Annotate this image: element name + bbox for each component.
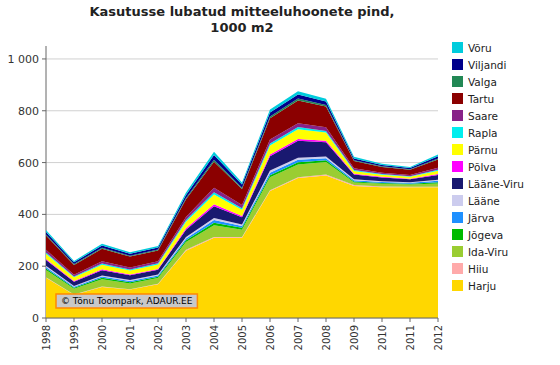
x-tick: [130, 318, 131, 322]
y-tick-label: 200: [18, 260, 39, 273]
legend-label: Harju: [468, 280, 496, 292]
legend-swatch: [452, 161, 463, 172]
legend-label: Tartu: [467, 93, 494, 105]
legend-label: Põlva: [468, 161, 496, 173]
x-tick-label: 1999: [69, 325, 80, 350]
x-tick: [298, 318, 299, 322]
x-tick: [438, 318, 439, 322]
y-tick-label: 0: [32, 312, 39, 325]
x-tick: [158, 318, 159, 322]
legend-swatch: [452, 42, 463, 53]
legend-label: Saare: [468, 110, 498, 122]
chart-container: Kasutusse lubatud mitteeluhoonete pind,1…: [0, 0, 560, 365]
x-tick-label: 2011: [405, 325, 416, 350]
x-tick: [102, 318, 103, 322]
x-tick-label: 2012: [433, 325, 444, 350]
x-tick-label: 2009: [349, 325, 360, 350]
x-tick-label: 2008: [321, 325, 332, 350]
legend-swatch: [452, 246, 463, 257]
legend-swatch: [452, 127, 463, 138]
legend-label: Võru: [468, 42, 492, 54]
x-tick-label: 2004: [209, 325, 220, 350]
legend-label: Valga: [468, 76, 497, 88]
grid-line: [46, 58, 438, 59]
x-tick: [242, 318, 243, 322]
x-tick-label: 2007: [293, 325, 304, 350]
areas: [46, 91, 438, 318]
area-series: [46, 99, 438, 265]
y-tick-label: 600: [18, 157, 39, 170]
annotation-box: [56, 294, 197, 308]
area-series: [46, 94, 438, 264]
grid-line: [46, 162, 438, 163]
legend-swatch: [452, 110, 463, 121]
x-tick-label: 2010: [377, 325, 388, 350]
x-tick: [382, 318, 383, 322]
legend-swatch: [452, 229, 463, 240]
area-series: [46, 91, 438, 262]
x-tick-label: 2002: [153, 325, 164, 350]
x-axis: 1998 1999 2000 2001 2002 2003 2004 2005 2006 2007…: [41, 318, 444, 350]
legend-label: Ida-Viru: [468, 246, 508, 258]
legend-swatch: [452, 178, 463, 189]
legend-swatch: [452, 280, 463, 291]
y-tick: [42, 58, 46, 59]
title-line: 1000 m2: [210, 20, 273, 35]
x-tick-label: 1998: [41, 325, 52, 350]
legend-swatch: [452, 59, 463, 70]
annotation: © Tõnu Toompark, ADAUR.EE: [56, 294, 197, 308]
legend-swatch: [452, 212, 463, 223]
legend-label: Lääne: [468, 195, 500, 207]
title-line: Kasutusse lubatud mitteeluhoonete pind,: [90, 4, 395, 19]
legend: Võru Viljandi Valga Tartu Saare Rapla Pärnu Põl…: [452, 42, 524, 292]
y-tick-label: 400: [18, 208, 39, 221]
legend-label: Hiiu: [468, 263, 488, 275]
y-tick-label: 1 000: [8, 53, 40, 66]
x-tick-label: 2000: [97, 325, 108, 350]
legend-swatch: [452, 195, 463, 206]
y-tick: [42, 162, 46, 163]
y-tick: [42, 318, 46, 319]
x-tick: [270, 318, 271, 322]
legend-label: Rapla: [468, 127, 498, 139]
legend-label: Lääne-Viru: [468, 178, 524, 190]
y-tick: [42, 110, 46, 111]
legend-swatch: [452, 144, 463, 155]
y-tick-label: 800: [18, 105, 39, 118]
legend-label: Pärnu: [468, 144, 498, 156]
x-tick: [326, 318, 327, 322]
x-tick: [74, 318, 75, 322]
x-tick: [214, 318, 215, 322]
x-tick-label: 2006: [265, 325, 276, 350]
legend-swatch: [452, 76, 463, 87]
x-tick-label: 2001: [125, 325, 136, 350]
grid-line: [46, 110, 438, 111]
chart-title: Kasutusse lubatud mitteeluhoonete pind,1…: [90, 4, 395, 35]
x-tick: [354, 318, 355, 322]
x-tick-label: 2003: [181, 325, 192, 350]
x-tick: [46, 318, 47, 322]
grid: [46, 59, 438, 318]
annotation-text: © Tõnu Toompark, ADAUR.EE: [61, 296, 193, 306]
x-tick: [186, 318, 187, 322]
legend-swatch: [452, 93, 463, 104]
legend-label: Viljandi: [468, 59, 506, 71]
y-tick: [42, 266, 46, 267]
y-axis: 0 200 400 600 800 1 000: [8, 46, 47, 325]
x-tick: [410, 318, 411, 322]
legend-swatch: [452, 263, 463, 274]
y-tick: [42, 214, 46, 215]
chart-svg: Kasutusse lubatud mitteeluhoonete pind,1…: [0, 0, 560, 365]
legend-label: Jõgeva: [467, 229, 503, 241]
x-tick-label: 2005: [237, 325, 248, 350]
legend-label: Järva: [467, 212, 495, 224]
